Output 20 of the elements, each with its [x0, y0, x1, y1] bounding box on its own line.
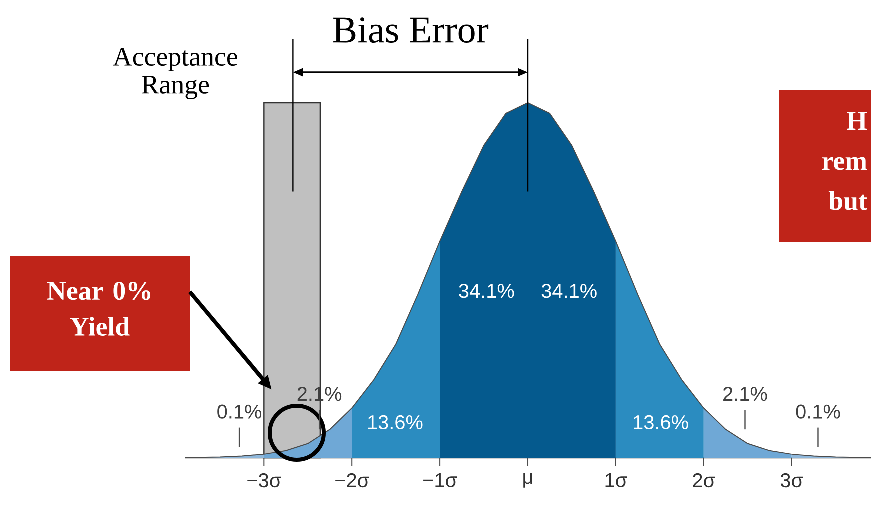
x-tick-label: −3σ — [248, 474, 282, 488]
annotation: H — [847, 112, 868, 130]
x-tick-label: −1σ — [424, 474, 458, 488]
text: Bias Error — [333, 18, 489, 44]
annotation: rem — [822, 157, 868, 170]
annotation: 34.1% — [459, 284, 514, 298]
x-tick-label: 1σ — [606, 474, 628, 488]
x-tick-label: 3σ — [780, 474, 804, 488]
annotation: 13.6% — [368, 415, 423, 430]
annotation: but — [828, 191, 868, 210]
annotation: 34.1% — [542, 284, 597, 298]
annotation: 0.1% — [796, 404, 840, 419]
band-label: Acceptance Range — [113, 48, 238, 100]
annotation: 2.1% — [724, 387, 768, 402]
x-tick-label: −2σ — [336, 474, 370, 488]
annotation: 13.6% — [634, 415, 688, 430]
x-tick-label: μ — [524, 474, 532, 488]
x-tick-label: 2σ — [693, 474, 716, 488]
annotation: 0.1% — [218, 404, 262, 419]
text: Near 0% Yield — [47, 282, 151, 336]
